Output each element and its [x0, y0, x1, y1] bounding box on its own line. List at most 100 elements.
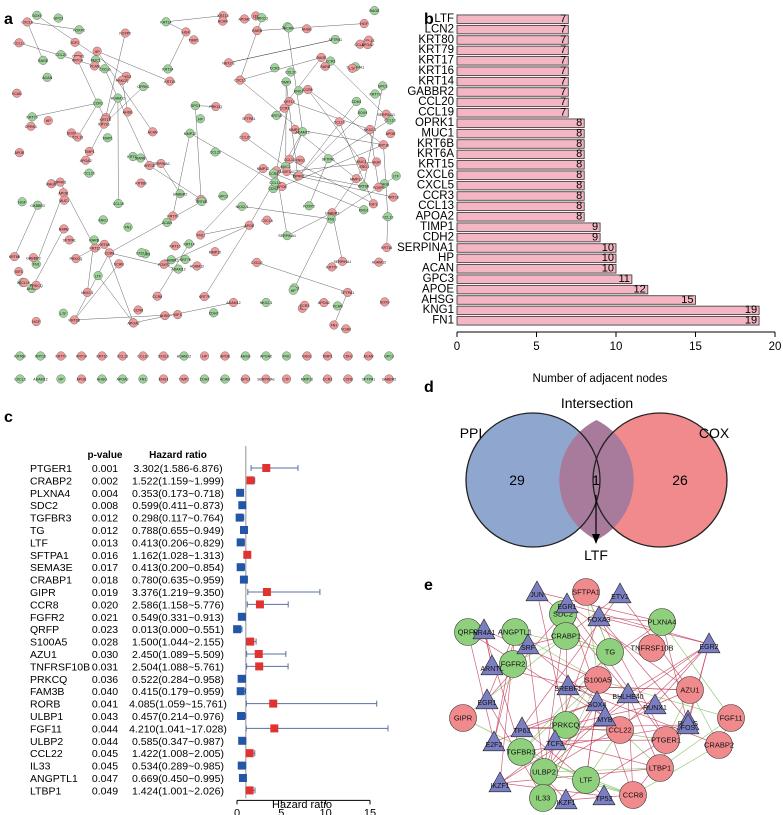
network-node	[100, 64, 110, 74]
network-edge	[165, 15, 224, 23]
protective-gene-node	[552, 711, 580, 739]
tf-node-label: BHLHE40	[612, 694, 643, 701]
network-node	[384, 374, 394, 384]
network-node-label: CCL13	[72, 136, 83, 140]
gene-label: SDC2	[30, 500, 58, 512]
network-node-label: TIMP1	[179, 378, 190, 382]
gene-label: SFTPA1	[30, 550, 69, 562]
hr-ci-text: 0.353(0.173~0.718)	[132, 488, 224, 500]
network-edge	[659, 717, 732, 769]
network-node-label: KRT79	[326, 266, 337, 270]
protective-gene-node	[499, 650, 527, 678]
network-node-label: VCAN	[341, 327, 351, 331]
network-node-label: GABBR2	[164, 258, 179, 262]
forest-x-tick-label: 0	[234, 807, 240, 815]
network-node-label: IGF1	[369, 202, 377, 206]
tf-node-label: EGR1	[557, 604, 576, 611]
network-node-label: HP	[59, 378, 65, 382]
network-node	[286, 67, 296, 77]
hr-point	[246, 476, 255, 485]
hr-point	[236, 687, 245, 696]
network-node-label: LTF	[349, 67, 356, 71]
hr-ci-text: 4.210(1.041~17.028)	[129, 723, 227, 735]
gene-node-label: CCR8	[623, 791, 643, 800]
hr-point	[243, 550, 252, 559]
network-node-label: RARB	[320, 65, 331, 69]
network-node-label: ADAM12	[33, 378, 47, 382]
network-node	[364, 374, 374, 384]
network-node-label: KRT15	[89, 246, 100, 250]
hr-point	[238, 501, 247, 510]
tf-triangle-node	[482, 730, 506, 752]
bar	[456, 243, 617, 253]
hr-ci-text: 2.504(1.088~5.761)	[132, 661, 224, 673]
network-node-label: HP	[291, 289, 297, 293]
network-node-label: PRKCQ	[209, 105, 222, 109]
network-node-label: CCL20	[137, 355, 148, 359]
gene-node-label: IL33	[536, 794, 551, 803]
network-edge	[554, 740, 661, 769]
protective-gene-node	[501, 618, 529, 646]
tf-node-label: EGR2	[699, 644, 718, 651]
network-node-label: CDH2	[343, 355, 353, 359]
network-node-label: CCR3	[326, 60, 336, 64]
tf-triangle-node	[516, 633, 540, 655]
network-node	[42, 72, 52, 82]
network-node-label: SFTPA1	[362, 378, 375, 382]
network-node-label: ACAN	[42, 76, 52, 80]
network-node	[282, 231, 292, 241]
network-node-label: MMP12	[184, 132, 196, 136]
network-node-label: HGF	[182, 30, 190, 34]
network-node-label: KNG1	[295, 159, 305, 163]
category-label: TIMP1	[420, 221, 454, 233]
protective-gene-node	[648, 608, 676, 636]
venn-set-label-cox: COX	[699, 425, 730, 441]
network-node	[81, 155, 91, 165]
x-tick-label: 10	[610, 341, 623, 353]
network-node	[380, 297, 390, 307]
network-node-label: RARB	[136, 157, 147, 161]
tf-triangle-node	[543, 729, 567, 751]
network-node-label: KRT15	[144, 164, 155, 168]
network-node	[92, 46, 102, 56]
hr-point	[236, 538, 245, 547]
network-node-label: FOXP2	[73, 28, 85, 32]
network-node-label: SFTPA1	[242, 117, 255, 121]
p-value: 0.023	[92, 624, 118, 636]
network-node-label: ACAN	[220, 378, 230, 382]
network-node-label: CDH2	[352, 100, 362, 104]
network-edge	[604, 643, 710, 718]
network-node	[120, 28, 130, 38]
network-edge	[74, 263, 120, 321]
network-node	[347, 63, 357, 73]
network-node	[284, 96, 294, 106]
network-node-label: OPRK1	[54, 181, 66, 185]
network-node	[100, 114, 110, 124]
network-node-label: CCL19	[19, 281, 30, 285]
bar	[456, 108, 569, 118]
network-node-label: NKX2-1	[260, 301, 273, 305]
network-node-label: SERPINA1	[152, 162, 170, 166]
network-node-label: RARB	[252, 29, 263, 33]
hr-point	[254, 650, 263, 658]
network-node	[173, 310, 183, 320]
network-node-label: HGF	[373, 161, 381, 165]
network-node-label: SOX9	[358, 111, 368, 115]
network-node	[303, 84, 313, 94]
network-node	[93, 271, 103, 281]
network-node	[343, 287, 353, 297]
tf-node-label: TCF3	[546, 741, 564, 748]
hr-ci-text: 0.534(0.289~0.985)	[132, 761, 224, 773]
network-node	[19, 277, 29, 287]
bar-value-label: 7	[560, 65, 566, 77]
network-node-label: FN1	[140, 378, 147, 382]
hr-ci-text: 3.376(1.219~9.350)	[132, 587, 224, 599]
tf-node-label: SRF	[521, 645, 535, 652]
network-edge	[294, 212, 333, 289]
network-node-label: CCL20	[285, 71, 296, 75]
network-node	[298, 127, 308, 137]
network-edge	[163, 225, 250, 265]
network-node	[158, 351, 168, 361]
network-node	[73, 132, 83, 142]
bar	[456, 76, 569, 87]
